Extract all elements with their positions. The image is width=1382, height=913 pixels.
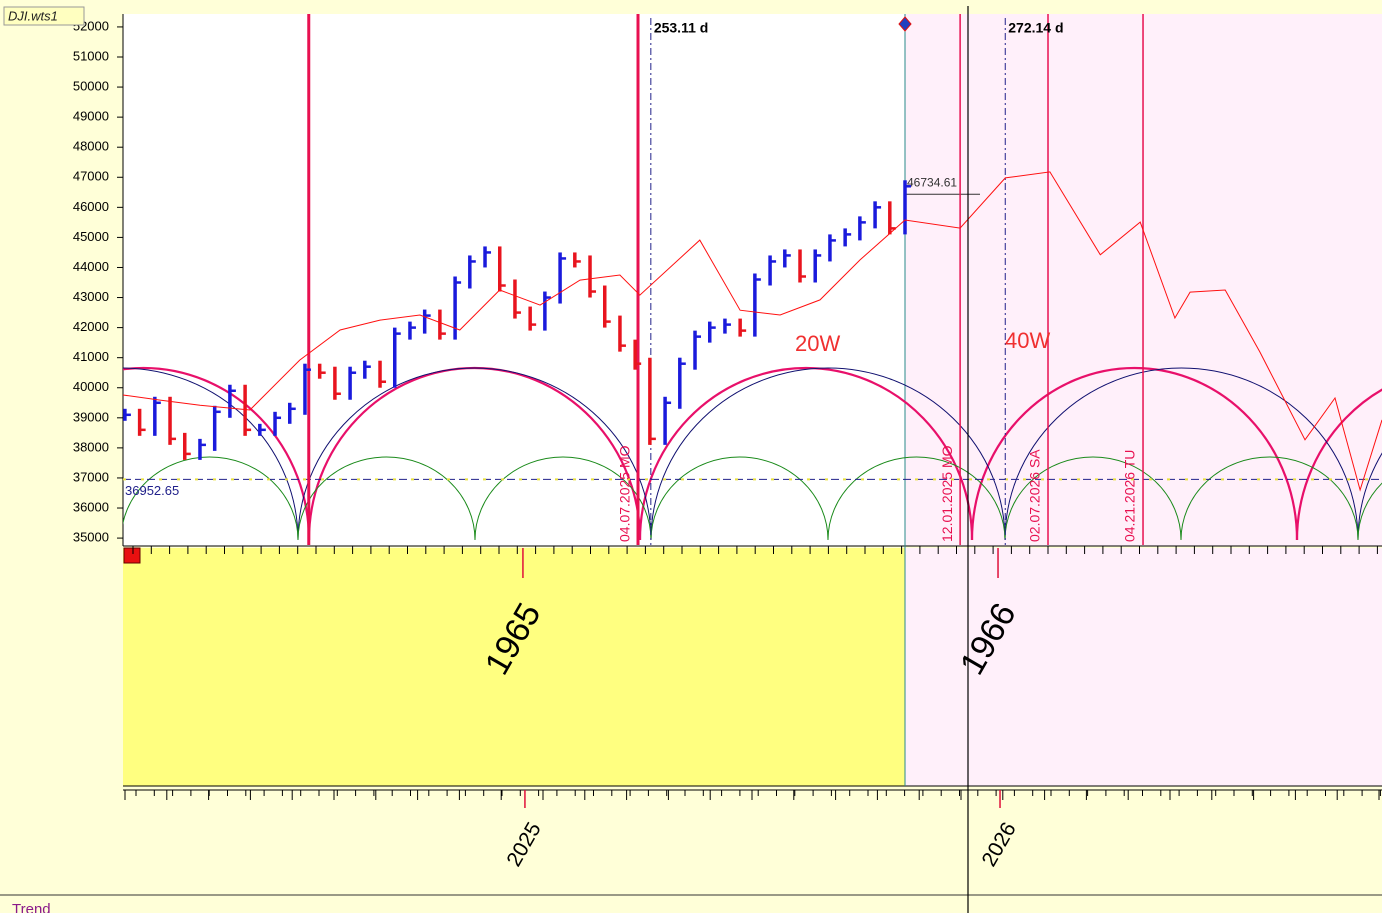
marker-box: [123, 547, 141, 564]
cycle-arc: [638, 366, 974, 541]
y-tick-label: 38000: [73, 439, 109, 454]
y-tick-label: 44000: [73, 259, 109, 274]
cycle-arcs: [123, 366, 1382, 541]
red-line-label: 02.07.2026 SA: [1027, 449, 1043, 542]
y-tick-label: 50000: [73, 79, 109, 94]
cycle-arc: [827, 456, 1006, 541]
y-tick-label: 46000: [73, 199, 109, 214]
cycle-arc: [1295, 388, 1382, 541]
window-tag-box: [3, 6, 85, 26]
cycle-arc: [1357, 482, 1382, 541]
window-tag: DJI.wts1: [8, 8, 58, 23]
level-label: 36952.65: [125, 483, 179, 498]
y-tick-label: 41000: [73, 349, 109, 364]
cycle-panel-future: [905, 548, 1382, 786]
cycle-arc: [123, 456, 299, 541]
cycle-arc: [1180, 456, 1359, 541]
y-tick-label: 45000: [73, 229, 109, 244]
y-tick-label: 37000: [73, 469, 109, 484]
level-label: 46734.61: [907, 175, 957, 189]
red-line-label: 04.21.2026 TU: [1122, 450, 1138, 542]
y-tick-label: 36000: [73, 499, 109, 514]
cycle-label: 20W: [795, 331, 840, 356]
cycle-arc: [970, 366, 1299, 541]
cycle-arc: [650, 367, 1006, 541]
cycle-arc: [123, 366, 311, 541]
cycle-line-label: 253.11 d: [654, 20, 709, 36]
top-marker: [898, 16, 912, 32]
y-tick-label: 49000: [73, 109, 109, 124]
y-tick-label: 35000: [73, 530, 109, 545]
y-tick-label: 47000: [73, 169, 109, 184]
cycle-arc: [297, 367, 652, 541]
cycle-line-label: 272.14 d: [1008, 20, 1063, 36]
forecast-line: [122, 171, 1382, 492]
panel-label: Trend: [12, 901, 51, 913]
cycle-arc: [1357, 452, 1382, 541]
y-tick-label: 51000: [73, 48, 109, 63]
cycle-arc: [1004, 367, 1359, 541]
red-line-label: 12.01.2025 MO: [939, 445, 955, 542]
y-tick-label: 42000: [73, 319, 109, 334]
cycle-arc: [1004, 456, 1182, 541]
cycle-arc: [123, 367, 299, 541]
y-tick-label: 43000: [73, 289, 109, 304]
red-line-label: 04.07.2025 MO: [617, 445, 633, 542]
y-tick-label: 40000: [73, 379, 109, 394]
cycle-label: 40W: [1005, 328, 1050, 353]
data-layer: 35000 36000 37000 38000 39000 40000 41000 42000…: [73, 14, 1382, 871]
cycle-panel: [123, 548, 905, 786]
y-tick-label: 39000: [73, 409, 109, 424]
cycle-arc: [650, 456, 829, 541]
y-tick-label: 48000: [73, 139, 109, 154]
cycle-arc: [474, 456, 652, 541]
